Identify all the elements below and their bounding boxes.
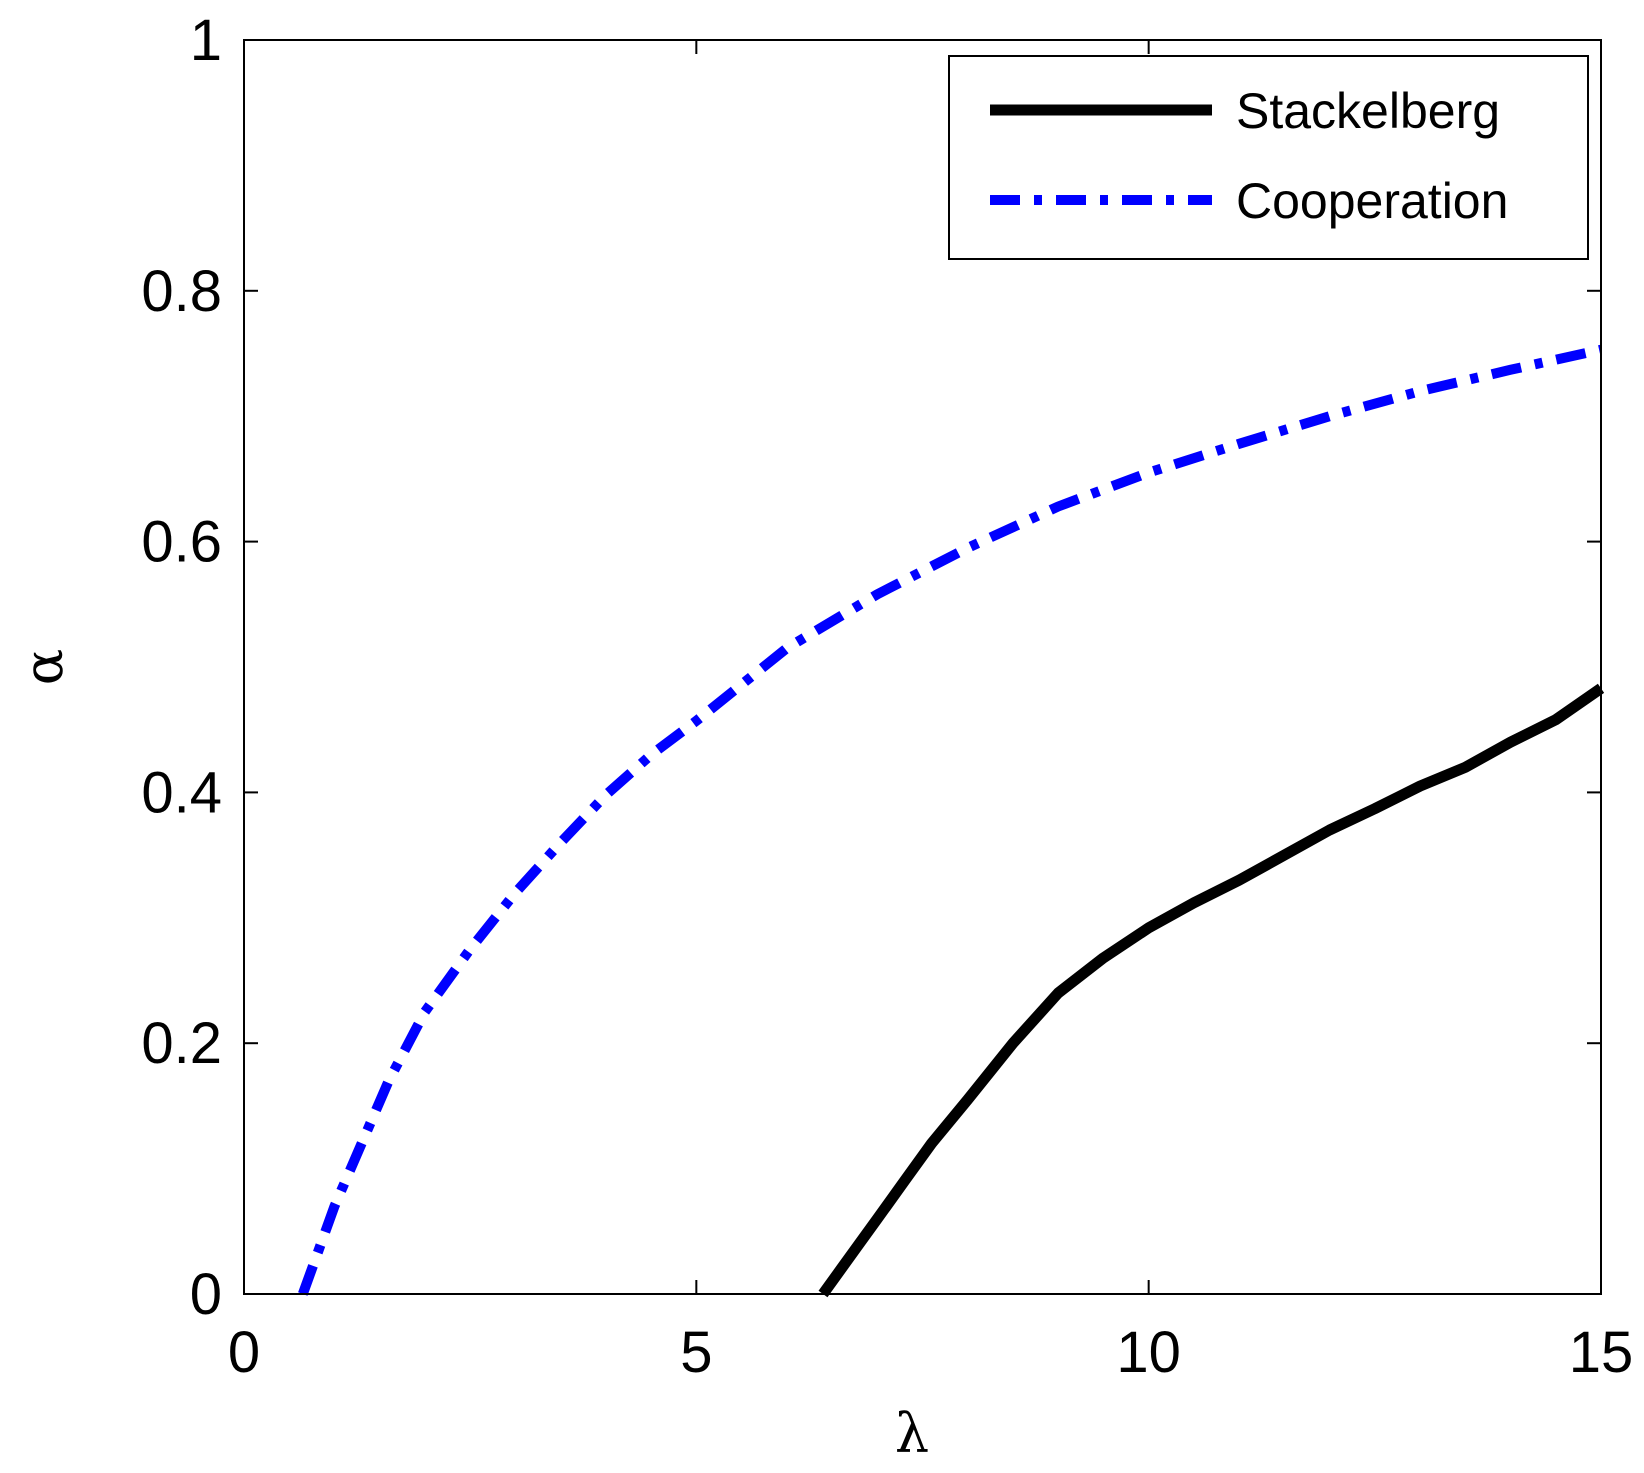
y-tick-label-3: 0.6 <box>141 510 222 575</box>
x-tick-label-1: 5 <box>680 1320 712 1385</box>
plot-frame <box>243 39 1602 1295</box>
legend-box <box>948 55 1589 260</box>
legend-label-stackelberg: Stackelberg <box>1236 83 1500 139</box>
series-line-stackelberg <box>818 683 1605 1298</box>
ticks-layer: 0 5 10 15 0 0.2 0.4 0.6 0.8 1 <box>141 8 1633 1385</box>
y-tick-label-4: 0.8 <box>141 259 222 324</box>
x-tick-label-0: 0 <box>228 1320 260 1385</box>
x-axis-label: λ <box>895 1402 929 1465</box>
y-tick-label-5: 1 <box>190 8 222 73</box>
legend: Stackelberg Cooperation <box>948 55 1589 260</box>
legend-label-cooperation: Cooperation <box>1236 173 1508 229</box>
series-line-cooperation <box>298 344 1603 1296</box>
y-tick-label-1: 0.2 <box>141 1011 222 1076</box>
y-tick-label-0: 0 <box>190 1262 222 1327</box>
x-tick-label-3: 15 <box>1569 1320 1634 1385</box>
series-layer <box>298 344 1605 1298</box>
x-tick-label-2: 10 <box>1116 1320 1181 1385</box>
y-axis-label: α <box>12 649 75 685</box>
y-tick-label-2: 0.4 <box>141 760 222 825</box>
